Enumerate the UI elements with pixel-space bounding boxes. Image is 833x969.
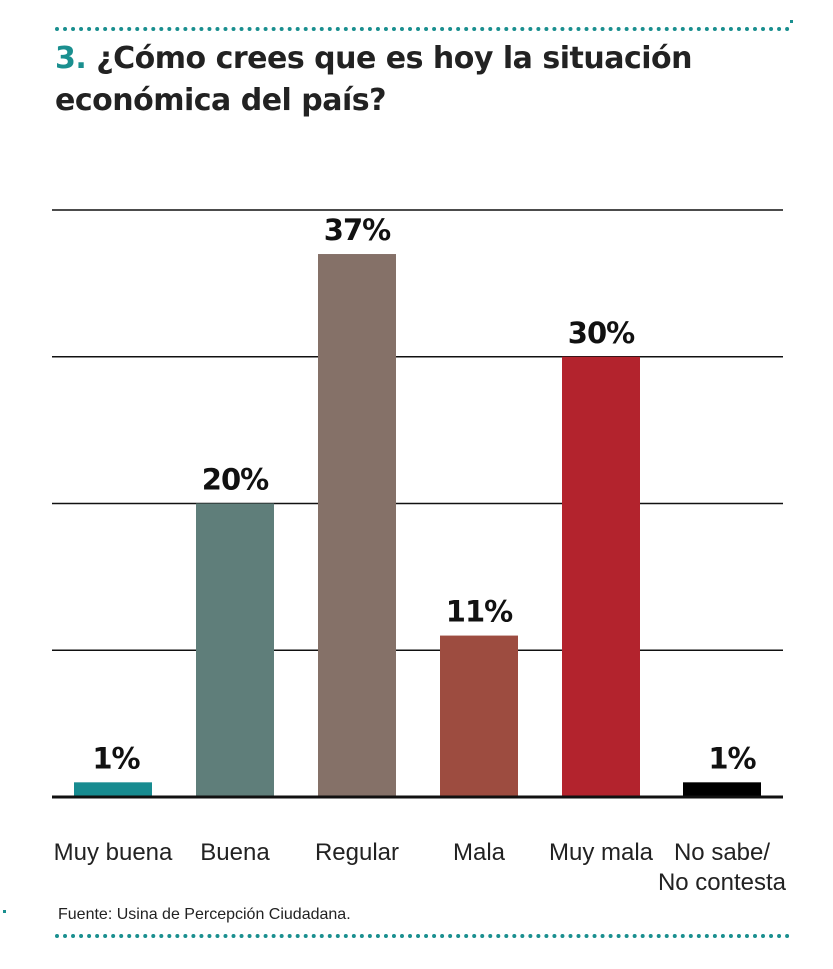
category-label: Muy mala [549, 839, 654, 866]
category-label: Regular [315, 839, 399, 866]
chart-title: 3. ¿Cómo crees que es hoy la situación e… [55, 38, 795, 122]
side-mark [3, 910, 6, 913]
data-label: 20% [202, 463, 269, 497]
bar [318, 254, 396, 797]
question-text: ¿Cómo crees que es hoy la situación econ… [55, 41, 692, 118]
bottom-dotted-rule [55, 934, 790, 938]
data-label: 1% [92, 741, 140, 775]
category-label: No contesta [658, 869, 787, 896]
category-label: Mala [453, 839, 506, 866]
data-label: 30% [568, 316, 635, 350]
corner-mark [790, 20, 793, 23]
top-dotted-rule [55, 27, 790, 31]
category-label: No sabe/ [674, 839, 770, 866]
category-label: Buena [200, 839, 270, 866]
bar [440, 635, 518, 797]
data-label: 37% [324, 213, 391, 247]
bar [196, 503, 274, 797]
bar-chart: 1% Muy buena 20% Buena 37% Regular 11% Mala 30% M… [52, 209, 787, 896]
question-number: 3. [55, 41, 87, 76]
source-note: Fuente: Usina de Percepción Ciudadana. [58, 906, 351, 923]
data-label: 11% [446, 595, 513, 629]
bar [562, 356, 640, 797]
bar [683, 782, 761, 797]
data-label: 1% [708, 741, 756, 775]
category-label: Muy buena [54, 839, 173, 866]
bar [74, 782, 152, 797]
